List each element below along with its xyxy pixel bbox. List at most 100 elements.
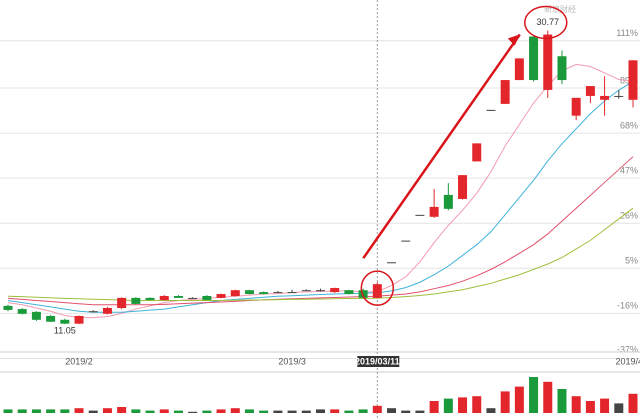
candle-body <box>88 311 98 313</box>
volume-bar <box>259 410 269 413</box>
volume-bar <box>131 409 141 413</box>
candle-body <box>529 36 539 81</box>
y-tick-label: 5% <box>625 256 638 266</box>
volume-bar <box>443 398 453 413</box>
volume-bar <box>301 410 311 413</box>
y-tick-label: -37% <box>617 344 638 354</box>
volume-bar <box>3 409 13 413</box>
volume-bar <box>557 389 567 413</box>
candle-body <box>358 290 368 298</box>
volume-bar <box>188 411 198 413</box>
volume-bar <box>60 409 70 413</box>
candle-body <box>557 56 567 81</box>
volume-bar <box>74 408 84 413</box>
volume-bar <box>173 410 183 413</box>
moving-average <box>7 156 634 306</box>
candle-body <box>415 214 425 216</box>
candle-body <box>486 109 496 111</box>
x-tick-label: 2019/03/11 <box>355 356 400 366</box>
volume-bar <box>429 401 439 413</box>
volume-bar <box>31 409 41 413</box>
volume-bar <box>244 409 254 413</box>
candle-body <box>216 294 226 298</box>
candle-body <box>60 319 70 324</box>
candle-body <box>287 292 297 294</box>
x-tick-label: 2019/2 <box>65 356 93 366</box>
volume-bar <box>102 408 112 413</box>
volume-bar <box>486 408 496 413</box>
candle-body <box>244 290 254 295</box>
candle-body <box>344 290 354 295</box>
moving-average <box>7 63 634 319</box>
volume-bar <box>202 410 212 413</box>
candle-body <box>372 284 382 298</box>
candle-body <box>173 295 183 298</box>
candle-body <box>188 297 198 299</box>
volume-bar <box>287 410 297 413</box>
volume-bar <box>614 403 624 413</box>
candle-body <box>74 315 84 324</box>
volume-bar <box>46 409 56 413</box>
volume-bar <box>543 381 553 413</box>
trend-arrow-head <box>507 34 520 46</box>
candle-body <box>273 292 283 294</box>
volume-bar <box>273 410 283 413</box>
price-annotation: 11.05 <box>54 325 76 335</box>
candle-body <box>500 80 510 104</box>
candle-body <box>301 290 311 292</box>
candle-body <box>117 297 127 308</box>
date-highlight <box>357 356 400 367</box>
candle-body <box>159 295 169 301</box>
candle-body <box>571 97 581 116</box>
volume-bar <box>585 401 595 413</box>
volume-bar <box>458 397 468 413</box>
volume-bar <box>216 409 226 413</box>
candle-body <box>628 60 638 100</box>
candle-body <box>443 194 453 209</box>
candle-body <box>614 95 624 97</box>
candle-body <box>202 295 212 301</box>
candle-body <box>131 297 141 304</box>
candle-body <box>514 58 524 81</box>
volume-bar <box>17 409 27 413</box>
volume-bar <box>472 396 482 413</box>
volume-bar <box>415 410 425 413</box>
price-annotation: 30.77 <box>537 17 560 27</box>
y-tick-label: 111% <box>616 28 638 38</box>
candle-body <box>316 290 325 292</box>
volume-bar <box>159 409 169 413</box>
candle-body <box>472 143 482 162</box>
volume-bar <box>628 393 638 413</box>
candle-body <box>330 288 340 293</box>
watermark: 新浪财经 <box>544 4 576 14</box>
candle-body <box>145 297 155 301</box>
volume-bar <box>514 386 524 413</box>
candle-body <box>46 315 56 322</box>
candle-body <box>600 95 610 100</box>
candle-body <box>102 308 112 314</box>
y-tick-label: 68% <box>620 120 638 130</box>
candle-body <box>458 175 468 199</box>
candle-body <box>31 311 41 320</box>
volume-bar <box>316 409 325 413</box>
volume-bar <box>500 391 510 413</box>
volume-bar <box>401 410 411 413</box>
candle-body <box>429 206 439 217</box>
volume-bar <box>387 408 397 413</box>
volume-bar <box>230 408 240 413</box>
y-tick-label: 47% <box>620 166 638 176</box>
candle-body <box>543 34 553 90</box>
candle-body <box>230 290 240 296</box>
volume-bar <box>358 409 368 413</box>
volume-bar <box>330 409 340 413</box>
volume-bar <box>372 405 382 413</box>
candle-body <box>401 240 411 242</box>
volume-bar <box>88 410 98 413</box>
candle-body <box>387 262 397 264</box>
volume-bar <box>571 396 581 413</box>
candle-body <box>585 86 595 96</box>
y-tick-label: 26% <box>620 211 638 221</box>
volume-bar <box>145 410 155 413</box>
candle-body <box>3 305 13 310</box>
